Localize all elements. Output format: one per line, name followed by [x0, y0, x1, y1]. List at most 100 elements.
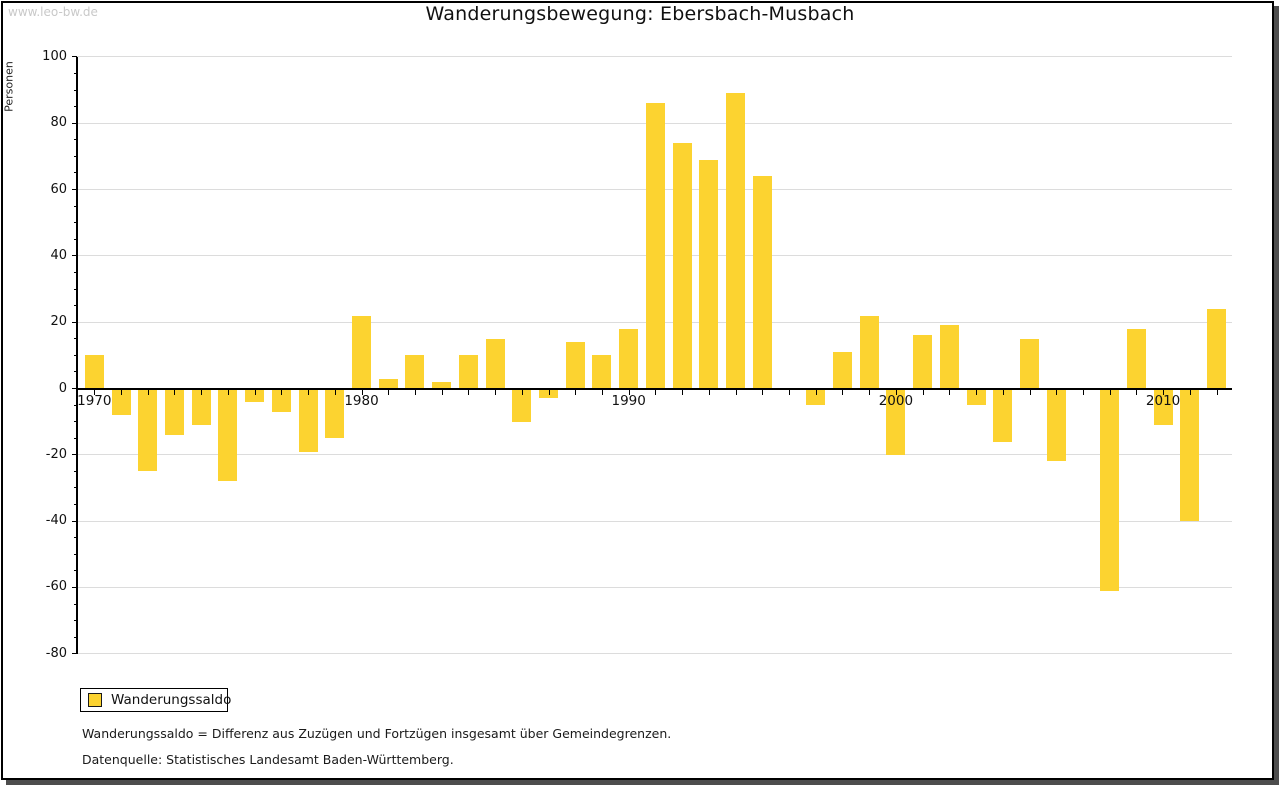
y-minor-tick: [74, 106, 77, 108]
x-tick-1984: [468, 389, 470, 395]
gridline-y--20: [77, 454, 1232, 456]
bar-1992: [672, 143, 692, 389]
bar-1973: [164, 388, 184, 435]
bar-1998: [832, 352, 852, 389]
bar-1980: [352, 315, 371, 389]
x-tick-1975: [227, 389, 229, 395]
gridline-y--40: [77, 520, 1232, 522]
x-tick-1987: [548, 389, 550, 395]
x-tick-2011: [1189, 389, 1191, 395]
y-minor-tick: [74, 603, 77, 605]
x-axis-label-1970: 1970: [77, 392, 112, 409]
x-axis-label-1980: 1980: [344, 392, 379, 409]
bar-2011: [1180, 388, 1200, 522]
y-minor-tick: [74, 620, 77, 622]
x-tick-1986: [521, 389, 523, 395]
watermark-url: www.leo-bw.de: [8, 5, 98, 19]
x-tick-1996: [789, 389, 791, 395]
y-tick-0: [72, 388, 77, 389]
x-tick-1977: [281, 389, 283, 395]
x-tick-1981: [388, 389, 390, 395]
bar-1989: [592, 355, 612, 389]
x-axis-label-1990: 1990: [611, 392, 646, 409]
x-tick-1988: [575, 389, 577, 395]
y-axis-label--20: -20: [45, 446, 67, 462]
y-axis-label-80: 80: [50, 115, 67, 131]
y-minor-tick: [74, 537, 77, 539]
y-minor-tick: [74, 305, 77, 307]
x-tick-1976: [254, 389, 256, 395]
y-minor-tick: [74, 89, 77, 91]
y-tick-60: [72, 189, 77, 191]
y-tick-80: [72, 122, 77, 124]
y-tick-100: [72, 56, 77, 58]
y-minor-tick: [74, 570, 77, 572]
bar-1981: [378, 378, 398, 389]
bar-1997: [806, 388, 826, 406]
y-minor-tick: [74, 470, 77, 472]
bar-1970: [84, 355, 104, 389]
bar-1995: [752, 176, 772, 389]
bar-2000: [886, 388, 906, 455]
x-tick-2004: [1002, 389, 1004, 395]
y-minor-tick: [74, 271, 77, 273]
y-minor-tick: [74, 172, 77, 174]
bar-1986: [512, 388, 532, 422]
x-tick-1985: [495, 389, 497, 395]
x-tick-2005: [1029, 389, 1031, 395]
bar-2012: [1207, 308, 1227, 389]
y-tick-40: [72, 255, 77, 257]
bar-2008: [1100, 388, 1120, 591]
bar-1983: [432, 381, 452, 389]
y-tick--80: [72, 653, 77, 655]
x-tick-1989: [601, 389, 603, 395]
legend: Wanderungssaldo: [80, 688, 232, 712]
y-tick--20: [72, 454, 77, 456]
bar-1972: [138, 388, 158, 472]
x-tick-1973: [174, 389, 176, 395]
y-axis-label-100: 100: [42, 48, 67, 64]
bar-1988: [565, 342, 585, 389]
x-tick-2006: [1056, 389, 1058, 395]
y-minor-tick: [74, 371, 77, 373]
x-tick-1980: [361, 389, 363, 395]
x-tick-1972: [147, 389, 149, 395]
x-tick-2008: [1109, 389, 1111, 395]
chart-title: Wanderungsbewegung: Ebersbach-Musbach: [425, 3, 855, 25]
x-tick-2010: [1163, 389, 1165, 395]
y-axis-label--80: -80: [45, 645, 67, 661]
bar-1993: [699, 159, 719, 389]
y-axis-label-40: 40: [50, 247, 67, 263]
x-tick-2012: [1216, 389, 1218, 395]
x-tick-1971: [121, 389, 123, 395]
x-tick-2001: [922, 389, 924, 395]
bar-1975: [218, 388, 238, 482]
bar-2003: [966, 388, 986, 406]
y-tick--60: [72, 586, 77, 588]
y-axis-line: [76, 56, 78, 654]
x-tick-1992: [682, 389, 684, 395]
bar-2010: [1153, 388, 1173, 425]
legend-color-swatch: [88, 693, 102, 707]
bar-1999: [859, 315, 879, 389]
bar-1977: [271, 388, 291, 412]
x-tick-1994: [735, 389, 737, 395]
bar-1979: [325, 388, 345, 439]
bar-1994: [726, 93, 746, 389]
y-minor-tick: [74, 421, 77, 423]
gridline-y-100: [77, 56, 1232, 58]
y-axis-label--60: -60: [45, 579, 67, 595]
bar-2006: [1046, 388, 1066, 462]
x-axis-zero-line: [77, 387, 1232, 390]
bar-1982: [405, 355, 425, 389]
legend-label: Wanderungssaldo: [111, 692, 232, 708]
x-tick-1991: [655, 389, 657, 395]
x-tick-1999: [869, 389, 871, 395]
bar-1990: [619, 328, 639, 389]
x-tick-2007: [1082, 389, 1084, 395]
y-minor-tick: [74, 437, 77, 439]
bar-1974: [191, 388, 211, 425]
y-minor-tick: [74, 504, 77, 506]
